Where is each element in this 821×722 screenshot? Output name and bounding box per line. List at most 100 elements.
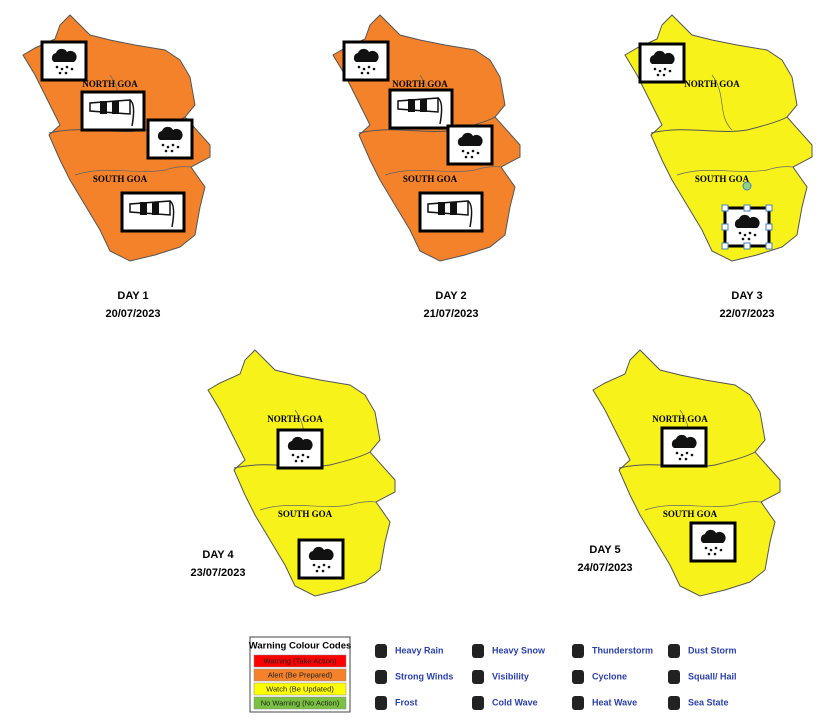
rain-drop (753, 233, 757, 237)
hazard-icon (572, 696, 584, 710)
south-goa-label: SOUTH GOA (663, 509, 718, 519)
hazard-icon (572, 644, 584, 658)
rain-cloud (287, 436, 313, 450)
rain-drop (366, 71, 370, 75)
rain-drop (684, 457, 688, 461)
north-goa-label: NORTH GOA (392, 79, 448, 89)
rain-drop (362, 67, 366, 71)
selection-handle (721, 223, 729, 231)
rain-drop (357, 65, 361, 69)
rain-drop (743, 233, 747, 237)
rain-drop (470, 155, 474, 159)
selection-handle (721, 204, 729, 212)
hazard-label: Strong Winds (395, 671, 453, 681)
selection-handle (765, 223, 773, 231)
windsock-pole (467, 200, 473, 228)
windsock-stripe (438, 202, 445, 215)
hazard-label: Squall/ Hail (688, 671, 737, 681)
date-label: 21/07/2023 (423, 308, 478, 320)
rain-drop (713, 552, 717, 556)
strong-winds-icon (418, 191, 484, 233)
strong-winds-icon (80, 90, 146, 132)
rain-drop (707, 552, 711, 556)
heavy-rain-icon (40, 40, 88, 82)
rain-drop (747, 237, 751, 241)
rain-drop (668, 69, 672, 73)
hazard-label: Cyclone (592, 671, 627, 681)
hazard-icon (572, 670, 584, 684)
rain-drop (291, 453, 295, 457)
goa-map: NORTH GOA SOUTH GOA (207, 349, 396, 597)
north-goa-label: NORTH GOA (267, 414, 323, 424)
hazard-label: Heavy Rain (395, 645, 444, 655)
rain-drop (675, 451, 679, 455)
heavy-rain-icon (660, 426, 708, 468)
rain-drop (662, 73, 666, 77)
date-label: 20/07/2023 (105, 308, 160, 320)
windsock-stripe (112, 101, 119, 114)
selection-handle (743, 204, 751, 212)
rain-drop (663, 67, 667, 71)
rain-drop (738, 231, 742, 235)
day-label: DAY 5 (589, 544, 620, 556)
rain-drop (464, 155, 468, 159)
hazard-icon (375, 696, 387, 710)
rain-drop (690, 453, 694, 457)
heavy-rain-icon (721, 181, 773, 250)
day-label: DAY 1 (117, 290, 148, 302)
date-label: 24/07/2023 (577, 562, 632, 574)
windsock-pole (129, 99, 135, 127)
heavy-rain-icon (297, 538, 345, 580)
rain-drop (327, 565, 331, 569)
south-goa-label: SOUTH GOA (278, 509, 333, 519)
rain-drop (680, 453, 684, 457)
date-label: 23/07/2023 (190, 567, 245, 579)
colour-code-label: Alert (Be Prepared) (268, 670, 333, 679)
rain-drop (294, 459, 298, 463)
colour-code (253, 696, 347, 710)
heavy-rain-icon (689, 521, 737, 563)
rain-drop (321, 569, 325, 573)
heavy-rain-icon (342, 40, 390, 82)
colour-code-label: No Warning (No Action) (261, 698, 340, 707)
rain-drop (704, 546, 708, 550)
date-label: 22/07/2023 (719, 308, 774, 320)
windsock-stripe (100, 101, 107, 114)
hazard-icon (668, 644, 680, 658)
rain-drop (55, 65, 59, 69)
rain-drop (170, 149, 174, 153)
rain-drop (315, 569, 319, 573)
rain-drop (461, 149, 465, 153)
hazard-icon (472, 644, 484, 658)
colour-code-label: Warning (Take Action) (263, 656, 337, 665)
south-goa-label: SOUTH GOA (403, 174, 458, 184)
hazard-label: Heavy Snow (492, 645, 546, 655)
day-label: DAY 2 (435, 290, 466, 302)
hazard-label: Thunderstorm (592, 645, 653, 655)
north-goa-label: NORTH GOA (652, 414, 708, 424)
windsock-stripe (408, 99, 415, 112)
rain-drop (678, 457, 682, 461)
strong-winds-icon (120, 191, 186, 233)
icon-frame (40, 40, 88, 82)
hazard-icon (472, 696, 484, 710)
hazard-label: Sea State (688, 697, 729, 707)
hazard-icon (375, 670, 387, 684)
colour-code (253, 654, 347, 668)
rain-drop (471, 149, 475, 153)
rain-drop (748, 231, 752, 235)
north-goa-label: NORTH GOA (82, 79, 138, 89)
windsock-stripe (140, 202, 147, 215)
windsock (129, 200, 171, 216)
rain-drop (466, 151, 470, 155)
rain-cloud (649, 50, 675, 64)
heavy-rain-icon (276, 428, 324, 470)
rain-drop (301, 453, 305, 457)
rain-cloud (308, 546, 334, 560)
hazard-icon (668, 696, 680, 710)
rain-cloud (671, 434, 697, 448)
rain-drop (714, 546, 718, 550)
district-boundary (618, 451, 756, 469)
colour-code-label: Watch (Be Updated) (266, 684, 334, 693)
rain-drop (709, 548, 713, 552)
